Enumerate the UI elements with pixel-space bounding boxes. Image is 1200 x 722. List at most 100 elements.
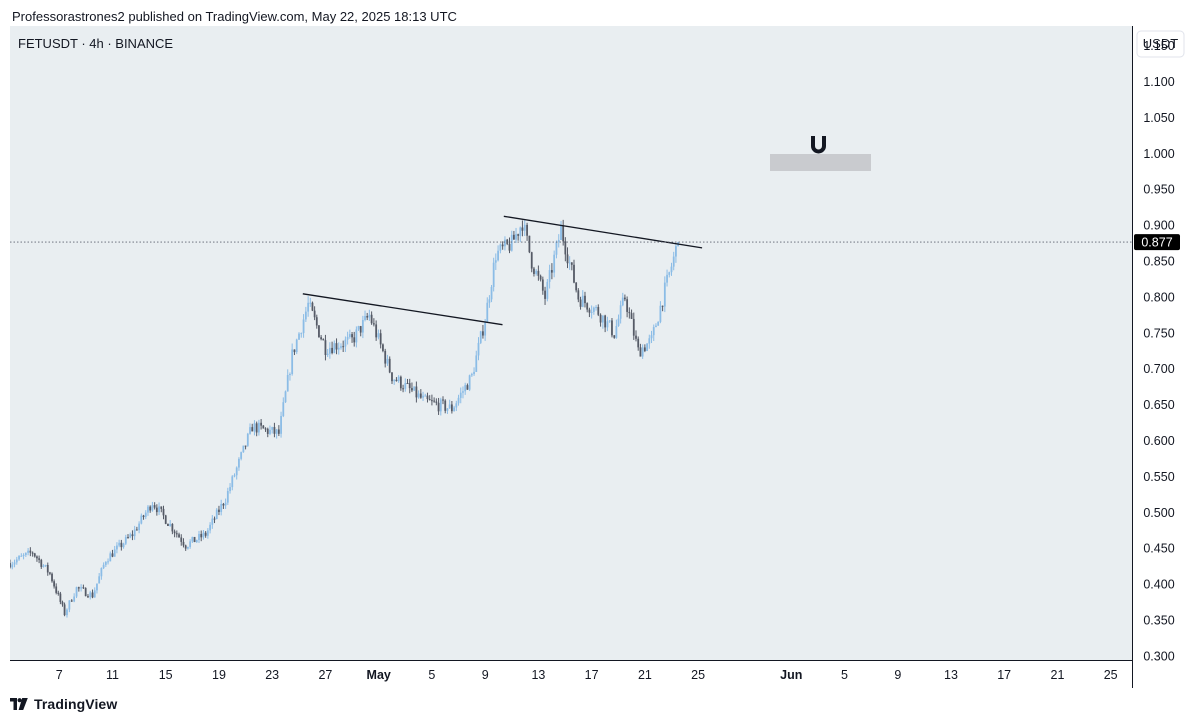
candle-body	[446, 408, 449, 411]
candle-body	[84, 588, 87, 597]
candle-body	[44, 564, 47, 566]
candle-body	[457, 397, 460, 404]
candle-body	[526, 224, 528, 236]
candle-body	[173, 531, 176, 534]
candle-body	[599, 314, 602, 323]
last-price-label-bg	[1134, 234, 1180, 251]
trendline[interactable]	[302, 293, 503, 326]
candle-body	[70, 600, 73, 602]
candle-body	[515, 234, 517, 240]
candle-body	[435, 401, 438, 403]
candle-body	[482, 331, 484, 336]
candle-body	[211, 518, 214, 525]
price-tick-label: 1.150	[1143, 39, 1174, 53]
time-tick-label: May	[367, 668, 391, 682]
candle-body	[96, 583, 98, 591]
trendline[interactable]	[503, 215, 703, 249]
chart-frame[interactable]: FETUSDT · 4h · BINANCE USDT 1.150 1.100 1.…	[9, 26, 1186, 688]
magnet-widget[interactable]	[770, 136, 871, 171]
candle-body	[182, 541, 185, 546]
candle-body	[133, 529, 136, 537]
price-chart[interactable]: FETUSDT · 4h · BINANCE USDT 1.1501.1001.…	[9, 26, 1186, 688]
candle-body	[672, 256, 675, 267]
currency-label: USDT	[1143, 36, 1178, 51]
candle-body	[661, 305, 664, 307]
price-tick-label: 0.300	[1143, 649, 1174, 663]
candle-body	[138, 523, 140, 531]
candle-body	[277, 429, 280, 434]
candle-body	[490, 287, 493, 300]
candle-body	[193, 536, 196, 543]
candle-body	[46, 564, 49, 573]
time-tick-label: 25	[1104, 668, 1118, 682]
candle-body	[66, 609, 68, 616]
candle-body	[178, 534, 180, 538]
candle-body	[253, 423, 256, 432]
candle-body	[220, 503, 223, 513]
candle-body	[402, 388, 404, 390]
candle-body	[541, 279, 544, 291]
candle-body	[628, 311, 631, 314]
candle-body	[324, 340, 327, 355]
symbol-label: FETUSDT · 4h · BINANCE	[18, 36, 173, 51]
time-tick-label: 25	[691, 668, 705, 682]
last-price-label: 0.877	[1141, 236, 1172, 250]
candle-body	[309, 302, 312, 304]
candle-body	[382, 344, 384, 351]
price-tick-label: 1.100	[1143, 75, 1174, 89]
candle-body	[415, 386, 418, 398]
currency-button[interactable]	[1136, 30, 1185, 58]
candle-body	[550, 270, 553, 273]
candle-body	[641, 347, 644, 357]
candle-body	[577, 290, 580, 300]
price-tick-label: 0.600	[1143, 434, 1174, 448]
candle-body	[155, 507, 158, 513]
candle-body	[397, 376, 400, 382]
candle-body	[386, 358, 389, 364]
candle-body	[122, 543, 125, 548]
candle-body	[617, 318, 620, 326]
candle-body	[187, 546, 189, 549]
candle-body	[630, 313, 633, 319]
candle-body	[388, 358, 391, 373]
candle-body	[537, 270, 540, 276]
candle-body	[269, 429, 271, 434]
candle-body	[104, 561, 107, 565]
candle-body	[375, 324, 378, 338]
candle-body	[584, 295, 586, 304]
candle-body	[393, 379, 396, 382]
candle-body	[359, 326, 362, 333]
candle-body	[348, 334, 351, 337]
candle-body	[391, 372, 393, 382]
candle-body	[497, 250, 499, 261]
trendlines[interactable]	[302, 215, 703, 326]
candle-body	[473, 371, 475, 375]
time-tick-label: Jun	[780, 668, 802, 682]
candle-body	[504, 239, 506, 247]
candle-body	[213, 518, 216, 520]
candle-body	[459, 392, 462, 398]
candle-body	[42, 565, 45, 567]
time-tick-label: 21	[1051, 668, 1065, 682]
candle-body	[492, 262, 495, 287]
candle-body	[318, 325, 320, 338]
candle-body	[342, 346, 345, 348]
candle-body	[129, 534, 132, 538]
candle-body	[666, 274, 668, 283]
candle-body	[189, 541, 192, 547]
candle-body	[262, 425, 265, 429]
last-price-marker: 0.877	[10, 234, 1180, 251]
candle-body	[51, 573, 53, 582]
candle-body	[455, 403, 458, 408]
candle-body	[588, 309, 591, 313]
magnet-widget-bar	[770, 154, 871, 171]
candle-body	[517, 234, 520, 236]
candle-body	[206, 530, 209, 536]
candle-body	[140, 515, 143, 524]
candle-body	[366, 316, 369, 318]
price-tick-label: 0.650	[1143, 398, 1174, 412]
candle-body	[135, 529, 138, 531]
candle-body	[417, 393, 420, 398]
magnet-icon	[811, 136, 826, 154]
candle-body	[384, 350, 387, 364]
